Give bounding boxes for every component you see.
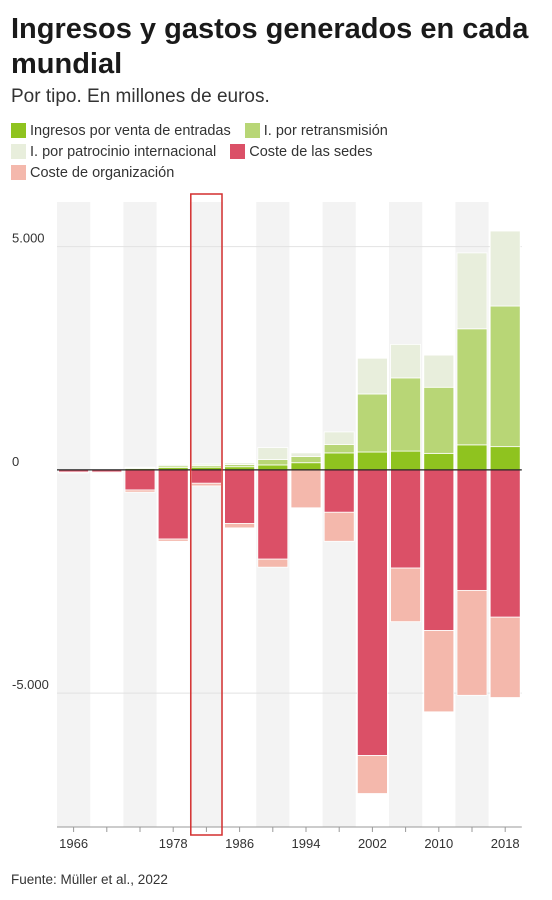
- bar-segment: [489, 230, 521, 307]
- bar-segment: [257, 558, 289, 568]
- legend-swatch: [11, 144, 26, 159]
- bar-segment: [356, 755, 388, 794]
- legend-label: Ingresos por venta de entradas: [30, 122, 231, 139]
- x-tick-label: 1978: [159, 836, 188, 851]
- legend-label: I. por patrocinio internacional: [30, 143, 217, 160]
- bar-segment: [190, 482, 222, 487]
- bar-segment: [257, 464, 289, 471]
- bar-segment: [323, 469, 355, 513]
- bar-segment: [356, 393, 388, 453]
- bar-segment: [157, 538, 189, 542]
- bar-segment: [456, 469, 488, 591]
- legend-item-coste-organizacion: Coste de organización: [11, 163, 174, 182]
- x-tick-label: 1986: [225, 836, 254, 851]
- bar-segment: [423, 386, 455, 454]
- legend-swatch: [230, 144, 246, 159]
- bar-segment: [157, 469, 189, 540]
- bar-segment: [257, 469, 289, 560]
- bar-segment: [390, 450, 422, 471]
- bar-segment: [190, 463, 222, 466]
- bar-segment: [323, 511, 355, 542]
- chart-subtitle: Por tipo. En millones de euros.: [11, 86, 270, 107]
- bar-segment: [489, 446, 521, 471]
- legend-swatch: [11, 123, 26, 138]
- bar-segment: [290, 452, 322, 457]
- bar-segment: [224, 462, 256, 465]
- bar-segment: [224, 523, 256, 529]
- bar-segment: [423, 630, 455, 713]
- bar-segment: [323, 444, 355, 454]
- bar-segment: [423, 469, 455, 631]
- legend-item-entradas: Ingresos por venta de entradas: [11, 121, 231, 140]
- legend: Ingresos por venta de entradas I. por re…: [11, 121, 541, 184]
- column-band: [57, 202, 91, 827]
- bar-segment: [390, 469, 422, 569]
- bar-segment: [456, 252, 488, 330]
- bar-segment: [124, 466, 156, 469]
- bar-segment: [390, 344, 422, 379]
- bar-segment: [356, 357, 388, 395]
- bar-segment: [323, 452, 355, 471]
- stacked-bar-chart: 5.000 0 -5.000 1966 1978 1986 1994 2002 2010 2018: [12, 193, 522, 851]
- x-tick-label: 2018: [491, 836, 520, 851]
- bar-segment: [157, 464, 189, 467]
- bar-segment: [323, 431, 355, 445]
- bar-segment: [356, 451, 388, 471]
- bar-segment: [390, 377, 422, 452]
- bar-segment: [290, 469, 322, 509]
- highlight-box: [190, 193, 223, 836]
- y-tick-label: 5.000: [12, 231, 45, 246]
- bar-segment: [456, 328, 488, 446]
- legend-label: Coste de organización: [30, 164, 175, 181]
- bar-segment: [58, 471, 89, 474]
- bar-segment: [190, 469, 222, 484]
- bar-segment: [456, 589, 488, 696]
- bar-segment: [290, 462, 322, 471]
- x-tick-label: 1994: [292, 836, 321, 851]
- y-tick-label: 0: [12, 454, 19, 469]
- source-note: Fuente: Müller et al., 2022: [11, 872, 168, 887]
- bar-segment: [290, 456, 322, 464]
- legend-item-patrocinio: I. por patrocinio internacional: [11, 142, 216, 161]
- bar-segment: [124, 469, 156, 491]
- bar-segment: [124, 489, 156, 493]
- column-band: [123, 202, 157, 827]
- bar-segment: [489, 469, 521, 618]
- bar-segment: [224, 469, 256, 524]
- x-tick-label: 2002: [358, 836, 387, 851]
- bar-segment: [489, 616, 521, 698]
- legend-item-retransmision: I. por retransmisión: [244, 121, 388, 140]
- y-tick-label: -5.000: [12, 677, 49, 692]
- chart-title: Ingresos y gastos generados en cada mund…: [11, 13, 529, 80]
- legend-label: I. por retransmisión: [263, 122, 388, 139]
- legend-label: Coste de las sedes: [249, 143, 373, 160]
- bar-segment: [423, 354, 455, 388]
- legend-swatch: [244, 123, 260, 138]
- legend-item-coste-sedes: Coste de las sedes: [230, 142, 373, 161]
- bar-segment: [489, 305, 521, 448]
- bar-segment: [356, 469, 388, 756]
- bar-segment: [456, 444, 488, 471]
- bar-segment: [423, 452, 455, 471]
- bar-segment: [257, 447, 289, 460]
- bar-segment: [390, 567, 422, 623]
- x-tick-label: 2010: [424, 836, 453, 851]
- bar-segment: [257, 459, 289, 466]
- column-band: [189, 202, 223, 827]
- legend-swatch: [11, 165, 26, 180]
- x-tick-label: 1966: [59, 836, 88, 851]
- bar-segment: [91, 471, 123, 474]
